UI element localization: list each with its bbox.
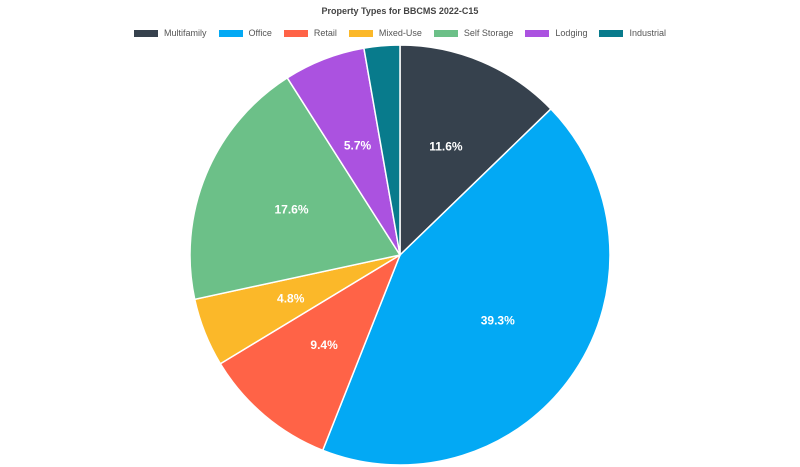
legend-item-self-storage[interactable]: Self Storage — [433, 28, 514, 38]
pie-slice-self-storage[interactable] — [189, 76, 402, 301]
slice-data-label: 9.4% — [310, 338, 338, 352]
pie-slice-office[interactable] — [321, 107, 611, 466]
pie-slice-multifamily[interactable] — [399, 44, 552, 257]
legend-swatch — [218, 29, 243, 37]
legend-item-lodging[interactable]: Lodging — [525, 28, 587, 38]
slice-data-label: 11.6% — [429, 140, 463, 154]
legend-label: Industrial — [629, 28, 666, 38]
slice-data-label: 4.8% — [277, 291, 305, 305]
legend-swatch — [599, 29, 624, 37]
legend-label: Mixed-Use — [378, 28, 422, 38]
legend-swatch — [433, 29, 458, 37]
slice-data-label: 39.3% — [481, 313, 515, 327]
chart-title: Property Types for BBCMS 2022-C15 — [321, 6, 479, 16]
legend-label: Retail — [313, 28, 337, 38]
legend-swatch — [134, 29, 158, 37]
legend-label: Office — [248, 28, 272, 38]
legend-swatch — [348, 29, 373, 37]
slice-data-label: 17.6% — [274, 203, 308, 217]
pie-slice-industrial[interactable] — [363, 44, 401, 256]
legend-swatch — [525, 29, 550, 37]
legend: Multifamily Office Retail Mixed-Use Self Sto… — [0, 28, 800, 38]
legend-item-mixed-use[interactable]: Mixed-Use — [348, 28, 422, 38]
legend-item-industrial[interactable]: Industrial — [599, 28, 666, 38]
legend-item-retail[interactable]: Retail — [283, 28, 337, 38]
legend-label: Multifamily — [164, 28, 207, 38]
pie-slice-retail[interactable] — [219, 253, 402, 452]
legend-item-multifamily[interactable]: Multifamily — [134, 28, 207, 38]
legend-swatch — [283, 29, 308, 37]
legend-label: Self Storage — [463, 28, 514, 38]
legend-item-office[interactable]: Office — [218, 28, 272, 38]
legend-label: Lodging — [555, 28, 588, 38]
slice-data-label: 5.7% — [344, 138, 372, 152]
